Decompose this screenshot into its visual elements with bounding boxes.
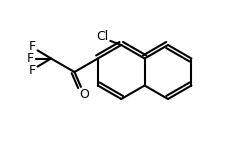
Text: Cl: Cl [96, 30, 109, 43]
Text: F: F [29, 40, 36, 53]
Text: O: O [79, 88, 89, 101]
Text: F: F [29, 64, 36, 77]
Text: F: F [26, 52, 33, 65]
